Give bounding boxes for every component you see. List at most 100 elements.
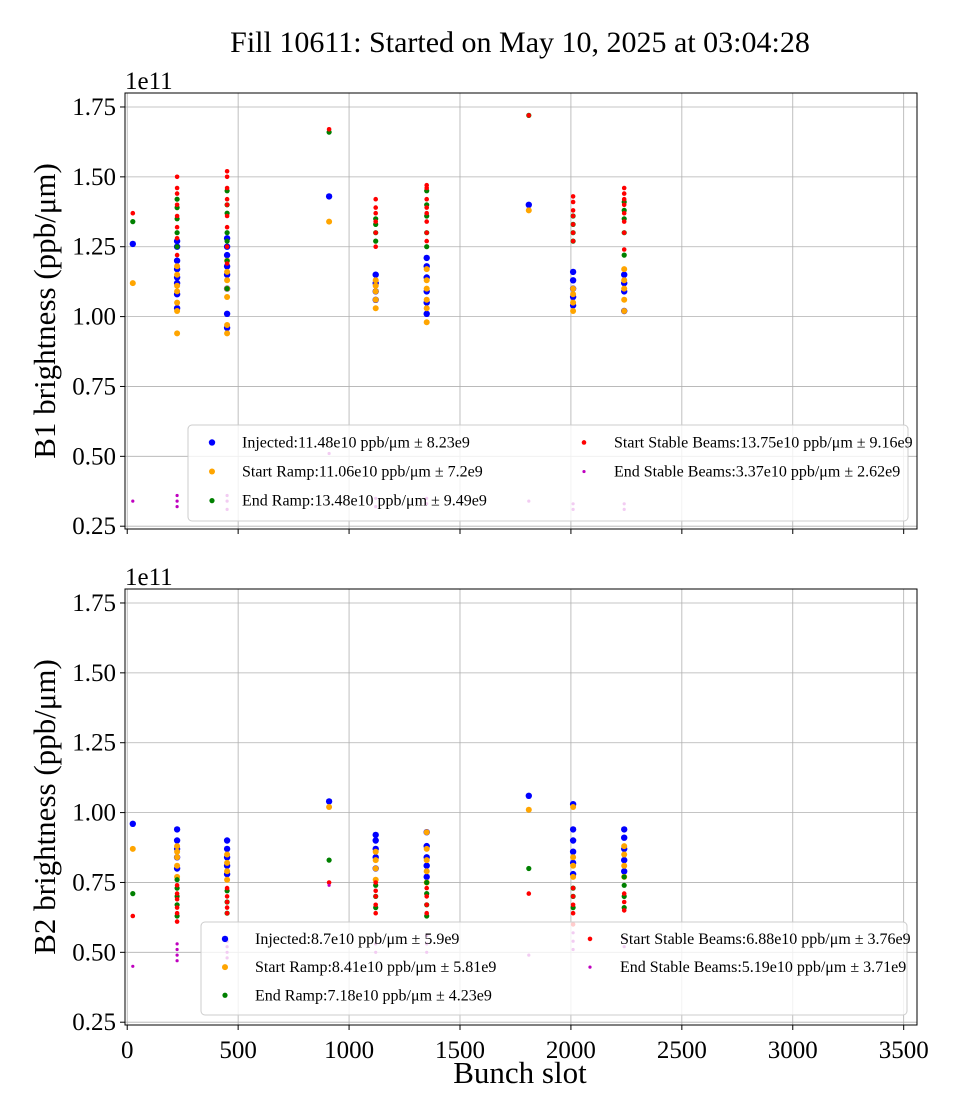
data-point: [423, 310, 430, 317]
data-point: [569, 826, 577, 833]
data-point: [424, 910, 430, 916]
data-point: [621, 252, 627, 258]
legend-item: Start Ramp:8.41e10 ppb/μm ± 5.81e9: [222, 959, 496, 976]
data-point: [423, 868, 430, 875]
data-point: [130, 913, 136, 919]
y-tick-label: 0.25: [72, 513, 116, 540]
legend-marker: [222, 992, 228, 998]
data-point: [224, 169, 230, 174]
data-point: [569, 277, 577, 284]
legend-label: Injected:8.7e10 ppb/μm ± 5.9e9: [255, 931, 459, 948]
y-tick-label: 0.50: [72, 939, 116, 966]
data-point: [570, 299, 577, 306]
data-point: [424, 219, 430, 224]
legend-item: Start Ramp:11.06e10 ppb/μm ± 7.2e9: [209, 464, 483, 481]
data-point: [621, 191, 627, 196]
legend-item: Start Stable Beams:6.88e10 ppb/μm ± 3.76…: [587, 931, 911, 948]
legend-label: Start Stable Beams:6.88e10 ppb/μm ± 3.76…: [620, 931, 911, 948]
data-point: [173, 826, 181, 833]
legend-item: Start Stable Beams:13.75e10 ppb/μm ± 9.1…: [581, 434, 913, 451]
data-point: [424, 879, 430, 886]
data-point: [621, 834, 628, 841]
data-point: [424, 205, 430, 210]
legend-marker: [208, 439, 216, 446]
data-point: [174, 843, 181, 850]
legend-marker: [588, 965, 592, 969]
data-point: [570, 194, 576, 199]
data-point: [174, 862, 181, 869]
data-point: [372, 288, 379, 295]
data-point: [525, 792, 532, 799]
x-tick-label: 500: [219, 1037, 257, 1064]
series-start-ramp: [129, 207, 628, 337]
data-point: [570, 873, 577, 880]
data-point: [174, 883, 180, 888]
y-tick-label: 1.25: [72, 234, 116, 261]
data-point: [325, 798, 333, 805]
data-point: [621, 210, 627, 216]
data-point: [326, 127, 332, 132]
data-point: [224, 294, 231, 300]
data-point: [223, 251, 231, 259]
legend-label: Start Ramp:11.06e10 ppb/μm ± 7.2e9: [242, 464, 483, 481]
data-point: [224, 894, 230, 899]
data-point: [621, 285, 628, 292]
legend-label: End Ramp:13.48e10 ppb/μm ± 9.49e9: [242, 493, 487, 510]
data-point: [174, 299, 181, 306]
legend-marker: [582, 469, 586, 474]
data-point: [224, 268, 231, 275]
data-point: [130, 219, 136, 225]
data-point: [326, 857, 332, 863]
data-point: [326, 880, 332, 885]
data-point: [174, 288, 181, 295]
data-point: [621, 856, 628, 864]
legend-marker: [222, 964, 228, 971]
data-point: [373, 238, 379, 244]
legend-item: End Stable Beams:5.19e10 ppb/μm ± 3.71e9: [588, 959, 906, 976]
y-axis-label: B2 brightness (ppb/μm): [27, 659, 62, 955]
data-point: [569, 268, 577, 276]
legend-label: End Stable Beams:3.37e10 ppb/μm ± 2.62e9: [614, 464, 900, 481]
legend-marker: [209, 468, 215, 475]
data-point: [570, 854, 577, 861]
data-point: [175, 505, 179, 509]
data-point: [373, 880, 379, 885]
x-axis-label: Bunch slot: [453, 1055, 587, 1090]
data-point: [423, 829, 430, 836]
legend-box: [187, 424, 909, 522]
data-point: [175, 499, 179, 503]
legend: Injected:11.48e10 ppb/μm ± 8.23e9 Start R…: [187, 424, 913, 522]
data-point: [621, 277, 628, 284]
data-point: [224, 202, 230, 208]
data-point: [621, 891, 627, 896]
data-point: [372, 865, 379, 872]
x-tick-label: 3500: [879, 1037, 929, 1064]
data-point: [224, 286, 230, 292]
data-point: [372, 857, 379, 864]
chart-title: Fill 10611: Started on May 10, 2025 at 0…: [230, 26, 810, 59]
data-point: [621, 185, 627, 191]
data-point: [224, 859, 231, 866]
data-point: [224, 244, 230, 249]
data-point: [373, 244, 379, 249]
data-point: [174, 263, 181, 270]
data-point: [621, 230, 627, 235]
data-point: [570, 894, 576, 899]
y-tick-label: 0.25: [72, 1009, 116, 1036]
legend-item: End Ramp:7.18e10 ppb/μm ± 4.23e9: [222, 987, 492, 1004]
data-point: [224, 174, 230, 180]
data-point: [570, 862, 577, 869]
data-point: [174, 230, 180, 236]
data-point: [174, 271, 181, 278]
data-point: [372, 271, 379, 278]
data-point: [526, 113, 532, 118]
data-point: [569, 848, 577, 855]
data-point: [224, 230, 230, 236]
legend-label: End Stable Beams:5.19e10 ppb/μm ± 3.71e9: [620, 959, 906, 976]
data-point: [174, 905, 180, 910]
y-tick-label: 1.75: [72, 94, 116, 121]
legend-item: Injected:8.7e10 ppb/μm ± 5.9e9: [221, 931, 459, 948]
data-point: [621, 874, 627, 880]
